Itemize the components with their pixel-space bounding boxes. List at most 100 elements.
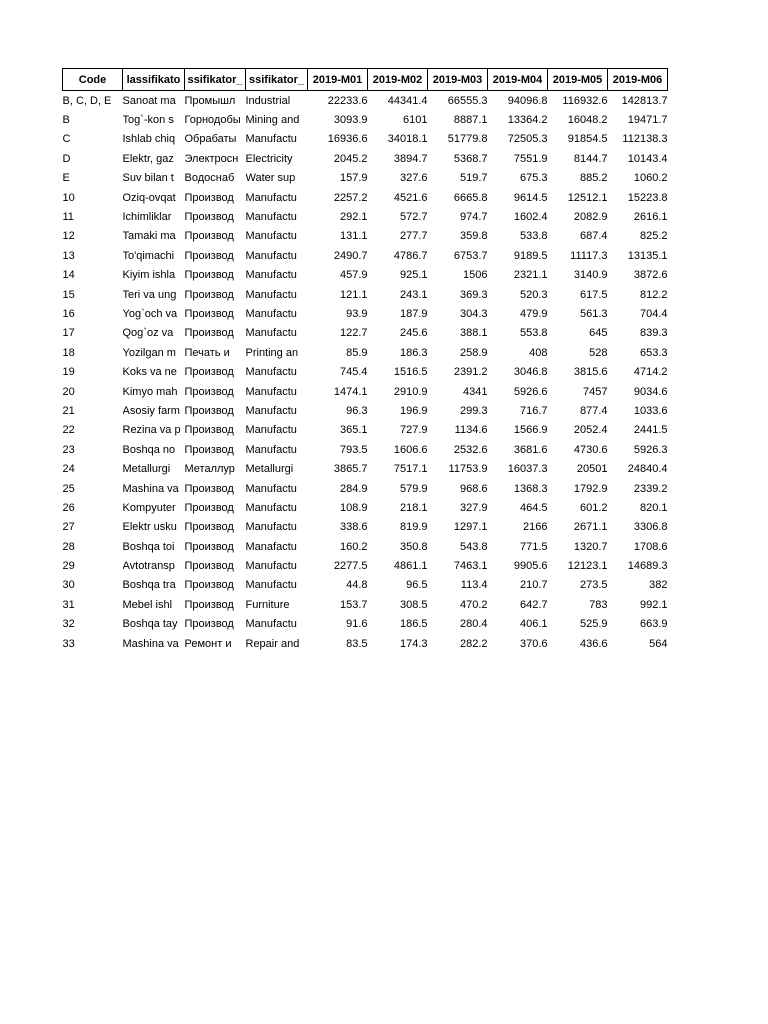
value-cell: 6753.7 [453,249,488,262]
spreadsheet-page: Code lassifikato ssifikator_ ssifikator_… [62,68,668,653]
value-cell: 1566.9 [513,424,548,437]
value-cell: 16936.6 [327,133,368,146]
value-cell: 561.3 [579,307,608,320]
name-uz-cell: Elektr usku [122,521,177,534]
code-cell: 11 [62,211,74,224]
name-en-cell: Furniture [245,598,290,611]
name-ru-cell: Обрабаты [184,133,237,146]
value-cell: 3865.7 [333,463,368,476]
value-cell: 96.5 [406,579,428,592]
name-ru-cell: Производ [184,443,234,456]
code-cell: 16 [62,307,75,320]
value-cell: 10143.4 [627,152,668,165]
value-cell: 663.9 [639,618,668,631]
column-header-2019-m01: 2019-M01 [307,68,368,91]
table-row: 28 Boshqa toi Производ Manafactu 160.2 350.8 5… [63,537,668,556]
name-en-cell: Manufactu [245,269,297,282]
value-cell: 112138.3 [622,133,668,146]
value-cell: 3140.9 [573,269,608,282]
value-cell: 6101 [403,114,428,127]
table-row: 11 Ichimliklar Производ Manufactu 292.1 572.7… [63,207,668,226]
table-row: B Tog`-kon s Горнодобы Mining and 3093.9 6101… [63,110,668,129]
name-uz-cell: Ishlab chiq [122,133,176,146]
name-uz-cell: Boshqa toi [122,540,175,553]
name-en-cell: Manufactu [245,579,297,592]
value-cell: 528 [589,346,608,359]
name-ru-cell: Производ [184,424,234,437]
code-cell: C [62,133,71,146]
name-ru-cell: Промышл [184,94,236,107]
table-row: 26 Kompyuter Производ Manufactu 108.9 218.1 32… [63,498,668,517]
value-cell: 1368.3 [513,482,548,495]
value-cell: 210.7 [519,579,548,592]
column-header-2019-m06: 2019-M06 [607,68,668,91]
value-cell: 992.1 [639,598,668,611]
table-row: D Elektr, gaz Электросн Electricity 2045.2 38… [63,149,668,168]
name-en-cell: Water sup [245,172,296,185]
value-cell: 338.6 [339,521,368,534]
value-cell: 2441.5 [633,424,668,437]
code-cell: 26 [62,501,75,514]
value-cell: 122.7 [339,327,368,340]
value-cell: 520.3 [519,288,548,301]
code-cell: D [62,152,71,165]
value-cell: 3894.7 [393,152,428,165]
value-cell: 464.5 [519,501,548,514]
value-cell: 2257.2 [333,191,368,204]
value-cell: 116932.6 [562,94,608,107]
value-cell: 2166 [523,521,548,534]
value-cell: 1474.1 [333,385,368,398]
value-cell: 2277.5 [333,560,368,573]
value-cell: 6665.8 [453,191,488,204]
table-row: 33 Mashina va Ремонт и Repair and 83.5 174.3 2… [63,634,668,653]
name-ru-cell: Печать и [184,346,230,359]
value-cell: 1297.1 [453,521,488,534]
code-cell: E [62,172,70,185]
value-cell: 877.4 [579,404,608,417]
value-cell: 11117.3 [570,249,608,262]
name-en-cell: Manufactu [245,521,297,534]
name-ru-cell: Производ [184,211,234,224]
name-uz-cell: Tamaki ma [122,230,176,243]
value-cell: 716.7 [519,404,548,417]
value-cell: 820.1 [639,501,668,514]
value-cell: 408 [529,346,548,359]
name-ru-cell: Производ [184,191,234,204]
code-cell: 27 [62,521,75,534]
value-cell: 282.2 [459,637,488,650]
value-cell: 370.6 [519,637,548,650]
code-cell: 17 [62,327,75,340]
value-cell: 925.1 [399,269,428,282]
value-cell: 83.5 [346,637,368,650]
name-ru-cell: Производ [184,579,234,592]
value-cell: 22233.6 [327,94,368,107]
value-cell: 16048.2 [567,114,608,127]
value-cell: 2391.2 [453,366,488,379]
code-cell: 19 [62,366,75,379]
table-row: 15 Teri va ung Производ Manufactu 121.1 243.1… [63,285,668,304]
value-cell: 20501 [576,463,608,476]
value-cell: 108.9 [339,501,368,514]
column-header-code: Code [62,68,123,91]
table-row: 31 Mebel ishl Производ Furniture 153.7 308.5 4… [63,595,668,614]
name-ru-cell: Водоснаб [184,172,235,185]
value-cell: 157.9 [339,172,368,185]
name-uz-cell: To'qimachi [122,249,175,262]
table-row: E Suv bilan t Водоснаб Water sup 157.9 327.6 5… [63,169,668,188]
name-uz-cell: Avtotransp [122,560,175,573]
value-cell: 819.9 [399,521,428,534]
value-cell: 1506 [463,269,488,282]
code-cell: 23 [62,443,75,456]
value-cell: 44.8 [346,579,368,592]
value-cell: 4341 [463,385,488,398]
name-en-cell: Manufactu [245,618,297,631]
value-cell: 245.6 [399,327,428,340]
table-row: 24 Metallurgi Металлур Metallurgi 3865.7 7517… [63,459,668,478]
table-body: B, C, D, E Sanoat ma Промышл Industrial 2223… [63,91,668,654]
value-cell: 284.9 [339,482,368,495]
value-cell: 406.1 [519,618,548,631]
value-cell: 12123.1 [567,560,608,573]
value-cell: 243.1 [399,288,428,301]
value-cell: 2045.2 [333,152,368,165]
column-header-classifikator-ru: ssifikator_ [184,68,246,91]
